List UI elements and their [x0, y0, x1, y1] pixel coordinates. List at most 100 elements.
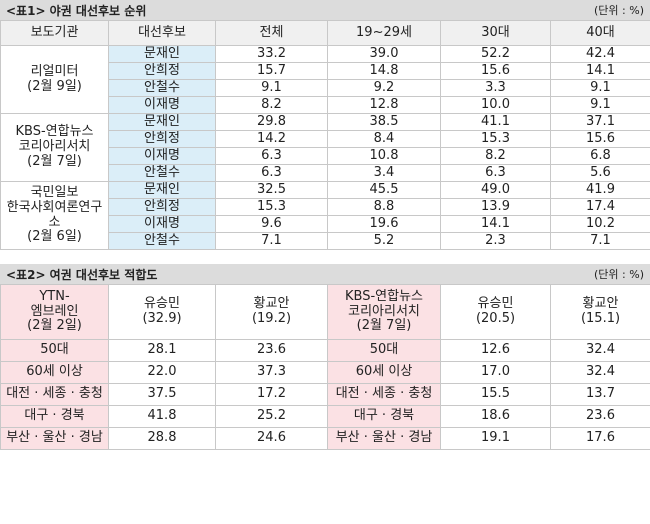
label-cell: 60세 이상 — [0, 361, 109, 384]
value-cell: 10.8 — [327, 147, 441, 165]
candidate-cell: 이재명 — [108, 96, 216, 114]
candidate-cell: 안철수 — [108, 164, 216, 182]
value-cell: 49.0 — [440, 181, 551, 199]
data-row: 대전 · 세종 · 충청 37.5 17.2 대전 · 세종 · 충청 15.5 13.7 — [0, 383, 650, 406]
data-row: 대구 · 경북 41.8 25.2 대구 · 경북 18.6 23.6 — [0, 405, 650, 428]
data-row: KBS-연합뉴스 코리아리서치 (2월 7일) 문재인 29.8 38.5 41.1 37.1 — [0, 113, 650, 182]
value-cell: 39.0 — [327, 45, 441, 63]
label-cell: 대전 · 세종 · 충청 — [0, 383, 109, 406]
cell-line: (2월 7일) — [27, 153, 82, 169]
cell-line: (20.5) — [475, 311, 516, 326]
candidate-cell: 문재인 — [108, 181, 216, 199]
cell-line: 황교안 — [582, 296, 619, 312]
data-row: 안희정 14.2 8.4 15.3 15.6 — [1, 130, 650, 148]
value-cell: 6.3 — [440, 164, 551, 182]
candidate-cell: 안희정 — [108, 130, 216, 148]
value-cell: 14.1 — [550, 62, 650, 80]
value-cell: 9.1 — [215, 79, 328, 97]
cell-line: (2월 2일) — [27, 318, 82, 334]
cell-line: 코리아리서치 — [18, 139, 91, 155]
value-cell: 37.3 — [215, 361, 328, 384]
value-cell: 5.2 — [327, 232, 441, 250]
source-cell: 리얼미터 (2월 9일) — [0, 45, 109, 114]
value-cell: 9.6 — [215, 215, 328, 233]
data-row: 안철수 7.1 5.2 2.3 7.1 — [1, 232, 650, 250]
value-cell: 6.3 — [215, 147, 328, 165]
title: <표2> 여권 대선후보 적합도 — [6, 267, 158, 282]
table1-header: <표1> 야권 대선후보 순위 (단위 : %) — [0, 0, 650, 20]
value-cell: 24.6 — [215, 427, 328, 450]
label-cell: 대구 · 경북 — [327, 405, 441, 428]
table2: YTN- 엠브레인 (2월 2일) 유승민 (32.9) 황교안 (19.2) KBS-연합뉴… — [0, 284, 650, 450]
spacer — [0, 250, 650, 264]
column-header: 전체 — [215, 20, 328, 46]
value-cell: 8.2 — [215, 96, 328, 114]
value-cell: 13.7 — [550, 383, 650, 406]
label-cell: 50대 — [0, 339, 109, 362]
value-cell: 15.6 — [440, 62, 551, 80]
column-header: 황교안 (19.2) — [215, 284, 328, 340]
value-cell: 25.2 — [215, 405, 328, 428]
column-header: YTN- 엠브레인 (2월 2일) — [0, 284, 109, 340]
column-header: 황교안 (15.1) — [550, 284, 650, 340]
value-cell: 10.0 — [440, 96, 551, 114]
value-cell: 37.1 — [550, 113, 650, 131]
value-cell: 6.8 — [550, 147, 650, 165]
candidate-cell: 안철수 — [108, 79, 216, 97]
cell-line: 국민일보 — [30, 184, 79, 200]
cell-line: (2월 9일) — [27, 78, 82, 94]
value-cell: 42.4 — [550, 45, 650, 63]
data-row: 안희정 15.3 8.8 13.9 17.4 — [1, 198, 650, 216]
value-cell: 14.8 — [327, 62, 441, 80]
value-cell: 12.8 — [327, 96, 441, 114]
label-cell: 대구 · 경북 — [0, 405, 109, 428]
unit: (단위 : %) — [594, 4, 644, 17]
value-cell: 15.7 — [215, 62, 328, 80]
candidate-cell: 이재명 — [108, 215, 216, 233]
value-cell: 37.5 — [108, 383, 216, 406]
value-cell: 23.6 — [550, 405, 650, 428]
value-cell: 32.5 — [215, 181, 328, 199]
header-row: YTN- 엠브레인 (2월 2일) 유승민 (32.9) 황교안 (19.2) KBS-연합뉴… — [0, 284, 650, 340]
value-cell: 32.4 — [550, 361, 650, 384]
cell-line: (2월 7일) — [356, 318, 412, 334]
value-cell: 9.1 — [550, 79, 650, 97]
value-cell: 3.4 — [327, 164, 441, 182]
source-cell: 국민일보 한국사회여론연구소 (2월 6일) — [0, 181, 109, 250]
data-row: 이재명 6.3 10.8 8.2 6.8 — [1, 147, 650, 165]
column-header: 보도기관 — [0, 20, 109, 46]
value-cell: 7.1 — [215, 232, 328, 250]
value-cell: 22.0 — [108, 361, 216, 384]
candidate-cell: 이재명 — [108, 147, 216, 165]
value-cell: 15.3 — [215, 198, 328, 216]
data-row: 부산 · 울산 · 경남 28.8 24.6 부산 · 울산 · 경남 19.1 17.6 — [0, 427, 650, 450]
cell-line: (19.2) — [251, 311, 292, 326]
column-header: 대선후보 — [108, 20, 216, 46]
value-cell: 9.1 — [550, 96, 650, 114]
value-cell: 8.8 — [327, 198, 441, 216]
candidate-cell: 문재인 — [108, 113, 216, 131]
cell-line: 엠브레인 — [30, 303, 79, 319]
data-row: 리얼미터 (2월 9일) 문재인 33.2 39.0 52.2 42.4 — [0, 45, 650, 114]
cell-line: YTN- — [39, 288, 70, 304]
value-cell: 7.1 — [550, 232, 650, 250]
candidate-cell: 안희정 — [108, 198, 216, 216]
value-cell: 14.1 — [440, 215, 551, 233]
unit: (단위 : %) — [594, 268, 644, 281]
value-cell: 17.0 — [440, 361, 551, 384]
value-cell: 14.2 — [215, 130, 328, 148]
cell-line: 황교안 — [253, 296, 290, 312]
label-cell: 부산 · 울산 · 경남 — [327, 427, 441, 450]
label-cell: 60세 이상 — [327, 361, 441, 384]
data-row: 안철수 6.3 3.4 6.3 5.6 — [1, 164, 650, 182]
cell-line: KBS-연합뉴스 — [345, 288, 423, 304]
value-cell: 2.3 — [440, 232, 551, 250]
value-cell: 9.2 — [327, 79, 441, 97]
value-cell: 18.6 — [440, 405, 551, 428]
value-cell: 15.3 — [440, 130, 551, 148]
value-cell: 28.8 — [108, 427, 216, 450]
value-cell: 19.1 — [440, 427, 551, 450]
value-cell: 6.3 — [215, 164, 328, 182]
title: <표1> 야권 대선후보 순위 — [6, 3, 147, 18]
cell-line: 한국사회여론연구소 — [6, 199, 103, 230]
